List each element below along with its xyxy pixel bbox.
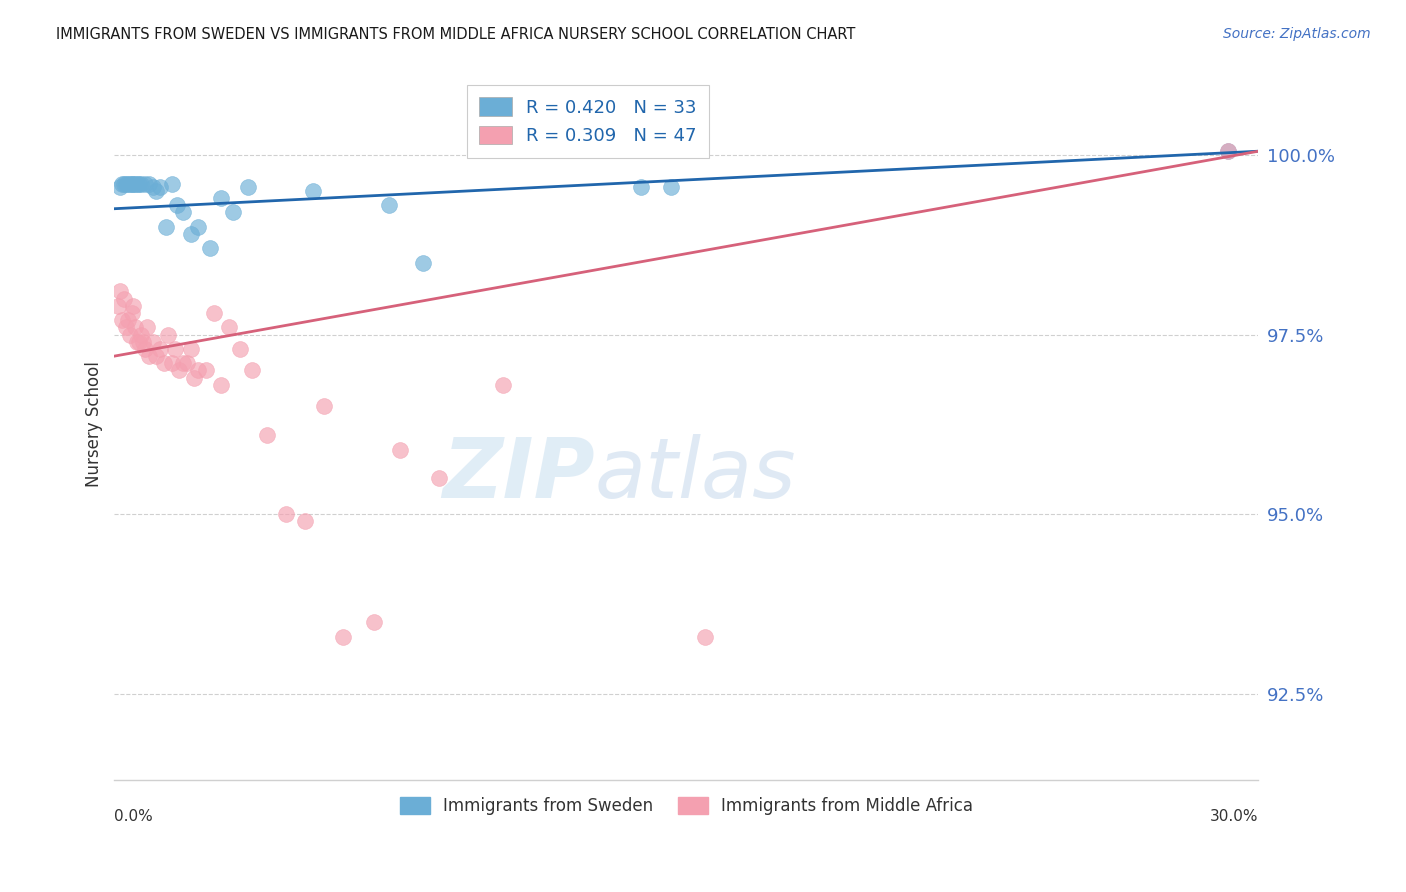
Point	[112, 292, 135, 306]
Point	[108, 285, 131, 299]
Point	[389, 442, 412, 457]
Point	[378, 198, 401, 212]
Point	[176, 356, 198, 370]
Point	[135, 320, 157, 334]
Point	[155, 219, 177, 234]
Text: IMMIGRANTS FROM SWEDEN VS IMMIGRANTS FROM MIDDLE AFRICA NURSERY SCHOOL CORRELATI: IMMIGRANTS FROM SWEDEN VS IMMIGRANTS FRO…	[56, 27, 856, 42]
Point	[301, 184, 323, 198]
Point	[183, 370, 205, 384]
Point	[121, 177, 143, 191]
Point	[412, 255, 434, 269]
Point	[129, 327, 152, 342]
Point	[198, 241, 221, 255]
Point	[172, 205, 194, 219]
Point	[129, 177, 152, 191]
Point	[127, 177, 149, 191]
Point	[166, 198, 188, 212]
Point	[314, 400, 336, 414]
Point	[218, 320, 240, 334]
Point	[274, 508, 297, 522]
Point	[149, 342, 172, 356]
Point	[112, 177, 135, 191]
Point	[117, 177, 139, 191]
Point	[111, 313, 134, 327]
Point	[695, 630, 717, 644]
Point	[180, 342, 202, 356]
Point	[145, 184, 167, 198]
Point	[256, 428, 278, 442]
Point	[115, 320, 138, 334]
Text: Source: ZipAtlas.com: Source: ZipAtlas.com	[1223, 27, 1371, 41]
Point	[132, 334, 155, 349]
Point	[121, 306, 143, 320]
Point	[427, 471, 450, 485]
Point	[492, 377, 515, 392]
Point	[128, 177, 150, 191]
Point	[172, 356, 194, 370]
Point	[209, 191, 232, 205]
Point	[240, 363, 263, 377]
Point	[134, 177, 156, 191]
Point	[160, 356, 183, 370]
Y-axis label: Nursery School: Nursery School	[86, 361, 103, 487]
Point	[659, 180, 682, 194]
Legend: Immigrants from Sweden, Immigrants from Middle Africa: Immigrants from Sweden, Immigrants from …	[389, 787, 983, 825]
Point	[134, 342, 156, 356]
Point	[165, 342, 187, 356]
Point	[202, 306, 225, 320]
Text: 0.0%: 0.0%	[114, 809, 153, 824]
Point	[153, 356, 176, 370]
Point	[180, 227, 202, 241]
Point	[122, 299, 145, 313]
Point	[149, 180, 172, 194]
Point	[194, 363, 217, 377]
Point	[229, 342, 252, 356]
Point	[138, 349, 160, 363]
Point	[332, 630, 354, 644]
Point	[107, 299, 129, 313]
Text: atlas: atlas	[595, 434, 797, 515]
Text: ZIP: ZIP	[443, 434, 595, 515]
Point	[156, 327, 179, 342]
Point	[221, 205, 243, 219]
Text: 30.0%: 30.0%	[1211, 809, 1258, 824]
Point	[1216, 145, 1239, 159]
Point	[122, 177, 145, 191]
Point	[118, 327, 141, 342]
Point	[1216, 145, 1239, 159]
Point	[127, 334, 149, 349]
Point	[294, 515, 316, 529]
Point	[128, 334, 150, 349]
Point	[141, 334, 163, 349]
Point	[363, 615, 385, 629]
Point	[124, 320, 146, 334]
Point	[141, 180, 163, 194]
Point	[187, 363, 209, 377]
Point	[160, 177, 183, 191]
Point	[124, 177, 146, 191]
Point	[118, 177, 141, 191]
Point	[236, 180, 259, 194]
Point	[115, 177, 138, 191]
Point	[167, 363, 190, 377]
Point	[108, 180, 131, 194]
Point	[138, 177, 160, 191]
Point	[145, 349, 167, 363]
Point	[117, 313, 139, 327]
Point	[111, 177, 134, 191]
Point	[630, 180, 652, 194]
Point	[209, 377, 232, 392]
Point	[187, 219, 209, 234]
